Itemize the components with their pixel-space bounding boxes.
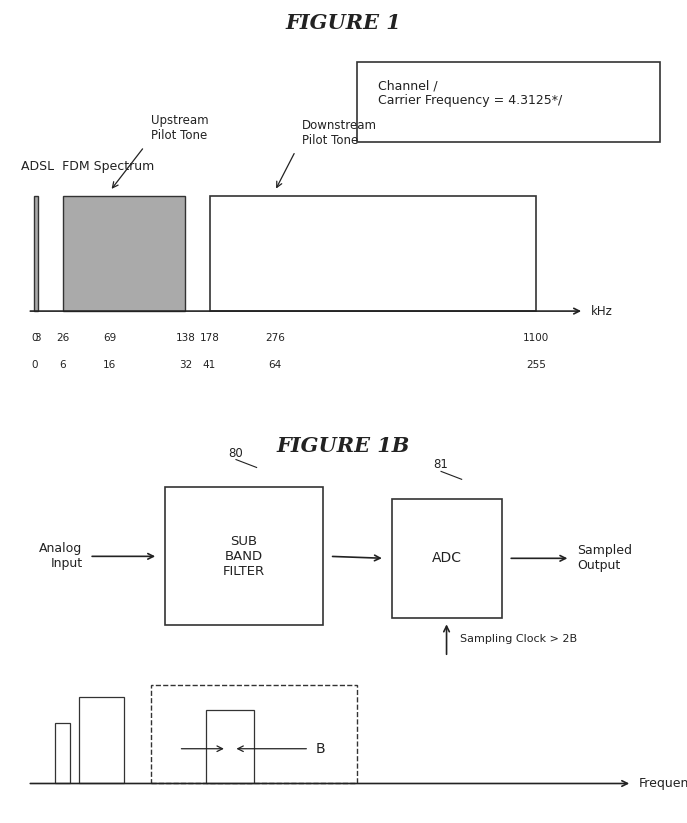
Text: 6: 6	[60, 360, 66, 370]
Text: FIGURE 1: FIGURE 1	[286, 13, 401, 34]
Text: SUB
BAND
FILTER: SUB BAND FILTER	[223, 535, 265, 578]
Text: 3: 3	[34, 333, 41, 343]
Text: 64: 64	[268, 360, 282, 370]
Text: 80: 80	[229, 447, 243, 459]
Text: Sampled
Output: Sampled Output	[577, 544, 632, 572]
Text: ADSL  FDM Spectrum: ADSL FDM Spectrum	[21, 160, 154, 173]
Bar	[357, 63, 660, 142]
Bar	[165, 487, 323, 625]
Text: 1100: 1100	[523, 333, 549, 343]
Bar	[392, 499, 502, 617]
Text: Upstream
Pilot Tone: Upstream Pilot Tone	[151, 114, 209, 142]
Text: Analog
Input: Analog Input	[39, 542, 82, 570]
Bar	[34, 196, 38, 311]
Text: Sampling Clock > 2B: Sampling Clock > 2B	[460, 635, 577, 644]
Text: 276: 276	[265, 333, 284, 343]
Text: Downstream
Pilot Tone: Downstream Pilot Tone	[302, 119, 377, 146]
Text: 69: 69	[103, 333, 117, 343]
Text: Channel /
Carrier Frequency = 4.3125*/: Channel / Carrier Frequency = 4.3125*/	[378, 79, 562, 107]
Text: 255: 255	[526, 360, 545, 370]
Text: B: B	[316, 742, 326, 756]
Text: FIGURE 1B: FIGURE 1B	[277, 436, 410, 456]
Text: 81: 81	[433, 458, 449, 472]
Text: Frequency: Frequency	[639, 777, 687, 790]
Text: ADC: ADC	[431, 551, 462, 565]
Text: 41: 41	[203, 360, 216, 370]
Bar	[151, 685, 357, 783]
Text: 16: 16	[103, 360, 117, 370]
Text: 32: 32	[179, 360, 192, 370]
Bar	[206, 709, 254, 783]
Bar	[55, 723, 70, 783]
Text: kHz: kHz	[591, 305, 613, 318]
Text: 0: 0	[31, 333, 38, 343]
Bar	[63, 196, 185, 311]
Text: 178: 178	[200, 333, 219, 343]
Bar	[79, 696, 124, 783]
Text: 138: 138	[176, 333, 195, 343]
Text: 26: 26	[56, 333, 69, 343]
Text: 0: 0	[31, 360, 38, 370]
Bar	[210, 196, 536, 311]
